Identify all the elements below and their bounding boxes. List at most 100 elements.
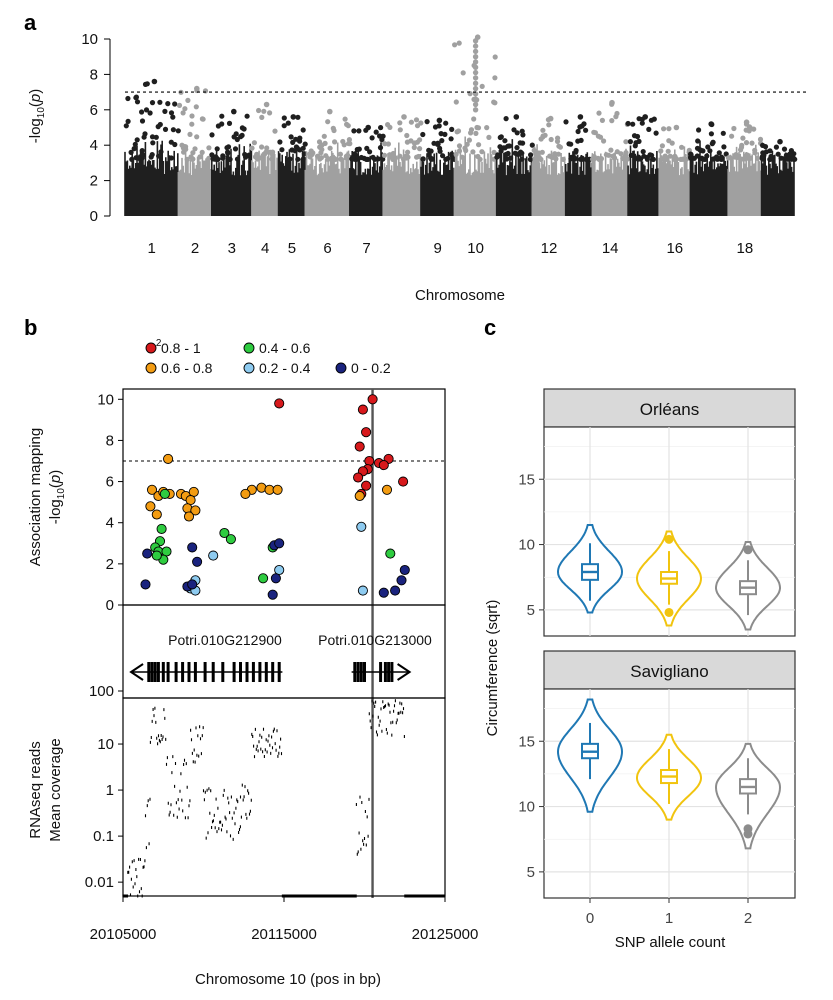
snp-point <box>165 101 171 107</box>
snp-point <box>175 128 181 134</box>
snp-point <box>620 155 626 162</box>
snp-point <box>546 122 552 128</box>
rnaseq-xtick-label: 20105000 <box>90 926 157 943</box>
snp-point <box>744 152 750 158</box>
chromosome-16-peak <box>673 124 680 131</box>
association-snp <box>163 453 174 464</box>
snp-point <box>439 138 445 144</box>
coverage-segment-10 <box>355 795 370 856</box>
snp-point <box>149 134 156 140</box>
association-snp <box>142 548 153 559</box>
snp-point <box>445 155 451 162</box>
association-snp <box>146 484 158 495</box>
snp-point <box>553 156 559 162</box>
chromosome-18-body <box>727 144 762 216</box>
snp-point <box>139 118 146 124</box>
snp-point <box>270 149 276 155</box>
snp-point <box>411 144 417 151</box>
exon <box>383 662 387 682</box>
snp-point <box>503 116 509 122</box>
association-snp <box>361 427 372 438</box>
association-snp <box>274 538 285 549</box>
snp-point <box>486 134 492 140</box>
snp-point <box>224 145 230 151</box>
snp-point <box>358 154 364 161</box>
gene-model: Potri.010G212900 Potri.010G213000 <box>129 632 432 682</box>
association-snp <box>364 455 375 467</box>
snp-point <box>377 145 384 151</box>
gene-name-0: Potri.010G212900 <box>168 632 282 648</box>
chromosome-10-body <box>453 136 498 216</box>
snp-point <box>721 144 727 150</box>
coverage-segment-6 <box>202 787 241 841</box>
snp-point <box>277 139 283 145</box>
snp-point <box>259 114 265 120</box>
coverage-segment-3 <box>149 706 167 746</box>
snp-point <box>697 147 703 153</box>
snp-point <box>554 138 561 144</box>
coverage-segment-4 <box>165 755 191 820</box>
exon <box>181 662 185 682</box>
snp-point <box>475 125 482 131</box>
snp-point <box>477 156 483 162</box>
association-ytick-label: 2 <box>106 556 114 573</box>
snp-point <box>528 152 534 158</box>
rnaseq-y-label-1: RNAseq reads <box>27 741 44 839</box>
facet-title: Savigliano <box>630 662 708 681</box>
snp-point <box>700 156 707 162</box>
violin-y-label: Circumference (sqrt) <box>484 600 501 737</box>
snp-point <box>595 133 602 139</box>
snp-point <box>609 118 615 124</box>
chromosome-4-body <box>251 150 280 216</box>
snp-point <box>140 152 146 158</box>
snp-point <box>232 146 239 152</box>
snp-point <box>139 109 145 115</box>
snp-point <box>658 148 664 154</box>
snp-point <box>635 154 642 160</box>
snp-point <box>646 126 652 132</box>
snp-point <box>514 145 520 151</box>
snp-point <box>244 113 250 119</box>
snp-point <box>346 137 352 143</box>
snp-point <box>661 126 667 132</box>
snp-point <box>537 156 544 162</box>
snp-point <box>723 151 729 157</box>
snp-point <box>404 132 410 139</box>
association-ytick-label: 4 <box>106 515 114 532</box>
snp-point <box>625 120 631 127</box>
snp-point <box>400 156 407 162</box>
peak-stack-point <box>472 54 479 60</box>
association-snp <box>219 527 230 539</box>
outlier <box>664 534 674 544</box>
snp-point <box>345 152 351 158</box>
association-snp <box>390 585 401 596</box>
chromosome-19-body <box>760 150 795 216</box>
outlier <box>664 607 674 617</box>
snp-point <box>529 142 535 148</box>
peak-stack-point <box>472 64 479 71</box>
exon <box>211 662 215 682</box>
violin-ytick-label: 15 <box>518 733 535 750</box>
chromosome-14-peak <box>609 99 615 106</box>
violin-facets: Orléans 5 10 15 Savigliano 5 10 15 0 1 2 <box>518 388 796 927</box>
rnaseq-xtick-label: 20115000 <box>251 926 317 943</box>
snp-point <box>392 155 398 161</box>
peak-stack-point <box>472 96 479 102</box>
exon <box>193 662 197 682</box>
exon <box>161 662 165 682</box>
snp-point <box>254 156 261 162</box>
association-snp <box>145 501 156 512</box>
snp-point <box>539 149 545 155</box>
snp-point <box>674 156 680 162</box>
snp-point <box>497 134 503 141</box>
chromosome-14-body <box>591 148 628 216</box>
exon <box>277 662 281 682</box>
association-snp <box>272 484 283 495</box>
snp-point <box>123 123 129 129</box>
snp-point <box>454 129 460 135</box>
snp-point <box>708 131 715 137</box>
chromosome-label-1: 1 <box>148 240 156 257</box>
snp-point <box>598 156 605 162</box>
chromosome-label-3: 3 <box>228 240 236 257</box>
